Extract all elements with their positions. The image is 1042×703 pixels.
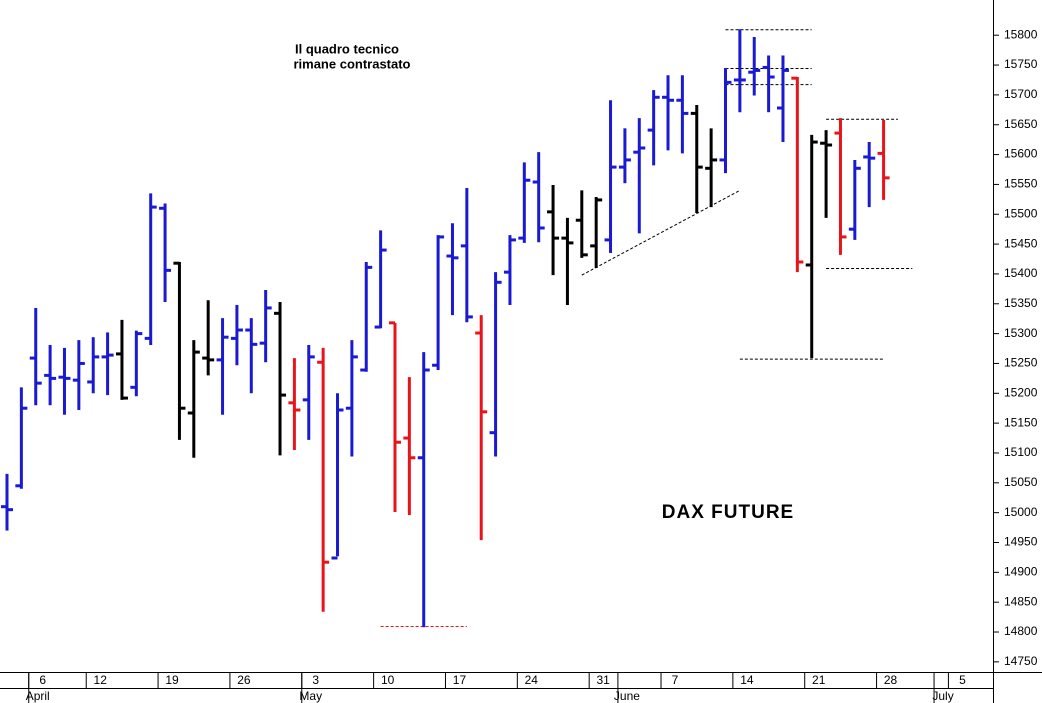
x-tick-label: 21 — [812, 673, 826, 687]
y-tick-label: 15750 — [1004, 57, 1038, 71]
y-tick-label: 15050 — [1004, 475, 1038, 489]
y-tick-label: 15400 — [1004, 266, 1038, 280]
x-tick-label: 17 — [453, 673, 467, 687]
chart-title: DAX FUTURE — [662, 502, 794, 523]
y-tick-label: 14750 — [1004, 654, 1038, 668]
x-tick-label: 6 — [39, 673, 46, 687]
y-tick-label: 14850 — [1004, 594, 1038, 608]
month-label: June — [614, 689, 640, 703]
y-tick-label: 15450 — [1004, 236, 1038, 250]
x-tick-label: 31 — [596, 673, 610, 687]
x-tick-label: 26 — [237, 673, 251, 687]
y-tick-label: 15700 — [1004, 87, 1038, 101]
x-tick-label: 24 — [525, 673, 539, 687]
y-tick-label: 15350 — [1004, 296, 1038, 310]
x-tick-label: 3 — [312, 673, 319, 687]
x-tick-label: 14 — [740, 673, 754, 687]
x-tick-label: 10 — [381, 673, 395, 687]
annotation: rimane contrastato — [293, 56, 410, 71]
y-tick-label: 15500 — [1004, 206, 1038, 220]
x-tick-label: 5 — [959, 673, 966, 687]
y-tick-label: 15550 — [1004, 177, 1038, 191]
y-tick-label: 15150 — [1004, 415, 1038, 429]
month-label: May — [299, 689, 322, 703]
x-tick-label: 28 — [884, 673, 898, 687]
month-label: April — [26, 689, 50, 703]
y-tick-label: 14900 — [1004, 565, 1038, 579]
y-tick-label: 14800 — [1004, 624, 1038, 638]
y-tick-label: 14950 — [1004, 535, 1038, 549]
x-tick-label: 7 — [672, 673, 679, 687]
y-tick-label: 15650 — [1004, 117, 1038, 131]
y-tick-label: 15600 — [1004, 147, 1038, 161]
y-tick-label: 15250 — [1004, 356, 1038, 370]
y-tick-label: 15100 — [1004, 445, 1038, 459]
month-label: July — [932, 689, 953, 703]
y-tick-label: 15800 — [1004, 27, 1038, 41]
annotation: Il quadro tecnico — [295, 41, 399, 56]
x-tick-label: 19 — [165, 673, 179, 687]
y-tick-label: 15300 — [1004, 326, 1038, 340]
y-tick-label: 15200 — [1004, 385, 1038, 399]
x-tick-label: 12 — [94, 673, 108, 687]
y-tick-label: 15000 — [1004, 505, 1038, 519]
